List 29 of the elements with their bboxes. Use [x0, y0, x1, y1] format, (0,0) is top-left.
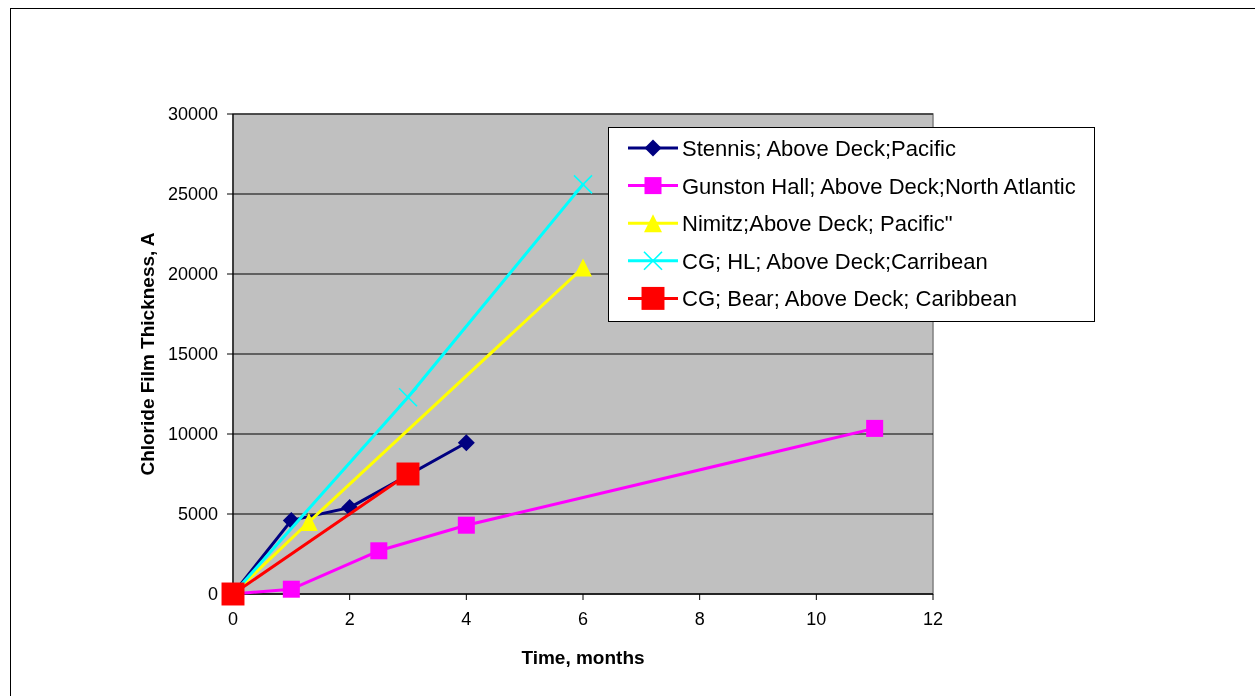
y-tick-label: 0	[207, 584, 218, 604]
x-tick-label: 12	[922, 609, 944, 629]
legend-label: Nimitz;Above Deck; Pacific"	[682, 210, 953, 236]
x-tick-label: 10	[806, 609, 827, 629]
y-tick-label: 20000	[167, 264, 218, 284]
legend-label: Gunston Hall; Above Deck;North Atlantic	[682, 173, 1076, 199]
point	[457, 516, 475, 534]
point	[282, 580, 300, 598]
legend-label: Stennis; Above Deck;Pacific	[682, 135, 956, 161]
y-tick-label: 25000	[167, 184, 218, 204]
point	[573, 174, 593, 195]
x-tick-label: 0	[227, 609, 239, 629]
x-tick-label: 2	[344, 609, 355, 629]
y-tick-label: 5000	[177, 504, 218, 524]
legend-label: CG; HL; Above Deck;Carribean	[682, 248, 988, 274]
x-tick-label: 8	[694, 609, 705, 629]
point	[398, 387, 418, 407]
y-axis-title: Chloride Film Thickness, A	[136, 232, 158, 476]
legend-label: CG; Bear; Above Deck; Caribbean	[682, 285, 1018, 311]
x-tick-label: 6	[577, 609, 589, 629]
point	[866, 419, 884, 437]
point	[457, 434, 475, 452]
point	[370, 542, 388, 560]
point	[396, 462, 420, 486]
y-tick-label: 15000	[167, 344, 218, 364]
y-tick-label: 10000	[167, 424, 218, 444]
x-tick-label: 4	[461, 609, 472, 629]
y-tick-label: 30000	[167, 104, 218, 124]
x-axis-title: Time, months	[521, 646, 645, 668]
